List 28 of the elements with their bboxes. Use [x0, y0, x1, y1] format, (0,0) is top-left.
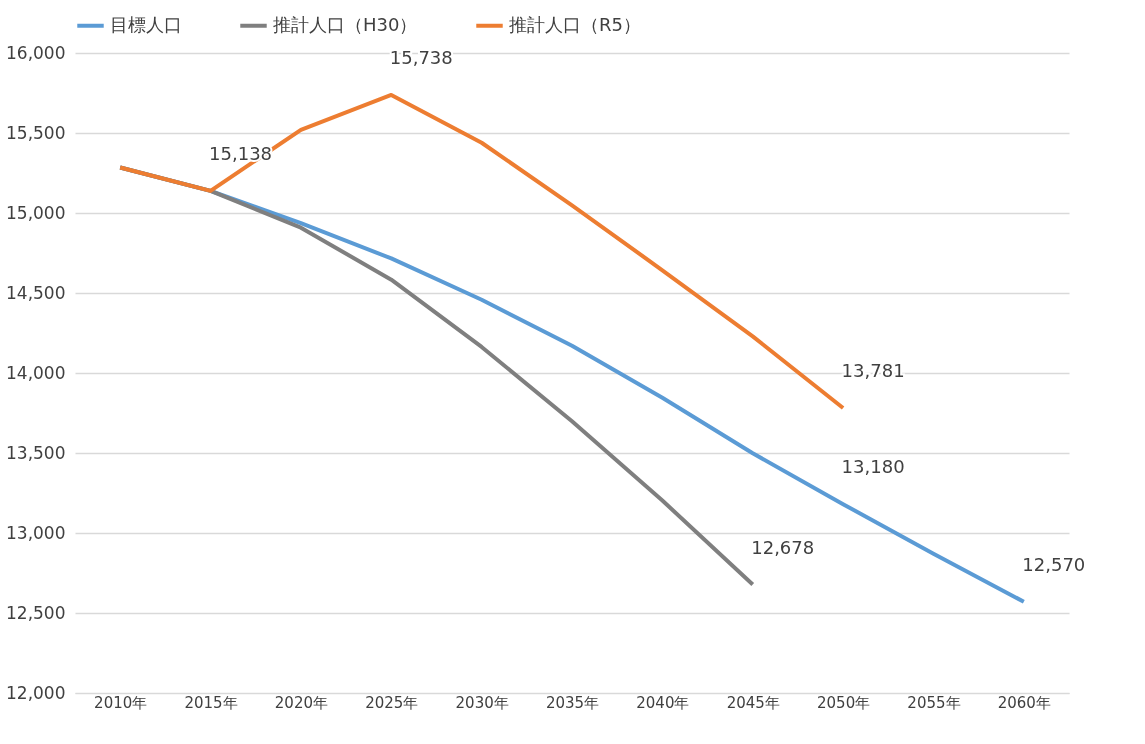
x-tick-label: 2015年 — [184, 693, 238, 712]
x-tick-label: 2055年 — [907, 693, 961, 712]
x-tick-label: 2010年 — [94, 693, 148, 712]
data-label: 12,570 — [1022, 553, 1086, 575]
y-tick-label: 12,500 — [6, 602, 66, 623]
x-tick-label: 2040年 — [636, 693, 690, 712]
legend-label: 目標人口 — [110, 13, 182, 35]
x-tick-label: 2035年 — [545, 693, 600, 712]
y-tick-label: 15,500 — [6, 122, 66, 143]
x-tick-label: 2050年 — [817, 693, 871, 712]
y-tick-label: 13,500 — [6, 442, 66, 463]
y-tick-label: 14,000 — [6, 362, 66, 383]
legend-label: 推計人口（H30） — [273, 13, 418, 35]
data-label: 15,738 — [389, 46, 453, 68]
data-label: 13,180 — [841, 456, 905, 478]
x-tick-label: 2025年 — [365, 693, 419, 712]
data-label: 13,781 — [841, 360, 905, 382]
y-tick-label: 12,000 — [6, 682, 66, 703]
x-tick-label: 2020年 — [274, 693, 328, 712]
x-tick-label: 2060年 — [997, 693, 1051, 712]
legend-label: 推計人口（R5） — [509, 13, 641, 35]
data-label: 12,678 — [751, 536, 815, 558]
y-tick-label: 16,000 — [6, 42, 66, 63]
y-tick-label: 15,000 — [6, 202, 66, 223]
y-tick-label: 14,500 — [6, 282, 66, 303]
x-tick-label: 2045年 — [726, 693, 780, 712]
y-tick-label: 13,000 — [6, 522, 66, 543]
x-tick-label: 2030年 — [455, 693, 509, 712]
